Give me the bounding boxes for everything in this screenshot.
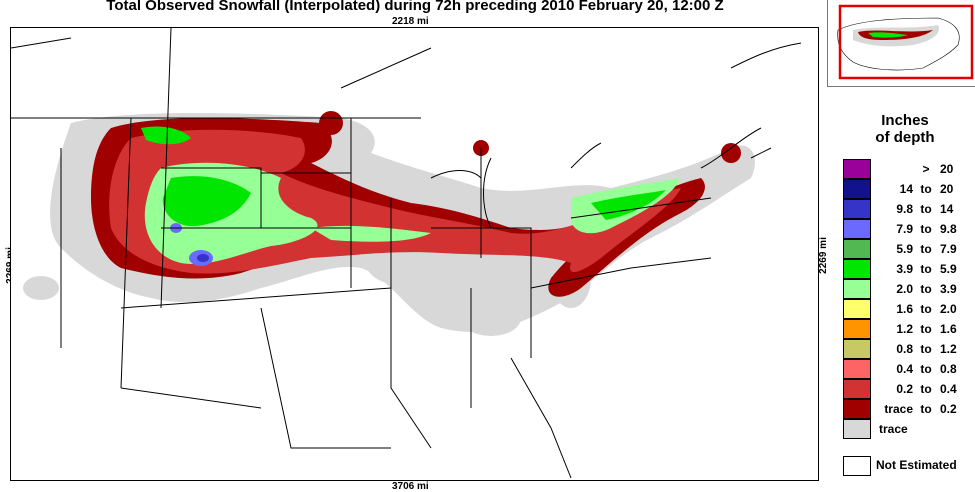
legend-item: 7.9 to 9.8: [843, 219, 973, 239]
snowfall-map-graphic: [11, 28, 802, 479]
legend-to-label: to: [920, 202, 932, 216]
legend-item: 2.0 to 3.9: [843, 279, 973, 299]
legend-to-label: to: [920, 282, 932, 296]
legend-hi-label: 2.0: [940, 302, 957, 316]
legend-to-label: to: [920, 362, 932, 376]
not-estimated-label: Not Estimated: [876, 458, 957, 472]
right-dimension-label: 2269 mi: [817, 237, 829, 274]
legend-lo-label: 1.2: [896, 322, 913, 336]
legend-to-label: to: [920, 322, 932, 336]
legend-hi-label: 9.8: [940, 222, 957, 236]
legend-to-label: to: [920, 182, 932, 196]
legend-title-line1: Inches: [881, 112, 929, 129]
legend-lo-label: trace: [884, 402, 913, 416]
legend-item: 1.6 to 2.0: [843, 299, 973, 319]
legend-title-line2: of depth: [875, 129, 935, 146]
legend-item: 1.2 to 1.6: [843, 319, 973, 339]
legend-hi-label: 3.9: [940, 282, 957, 296]
legend-lo-label: 5.9: [896, 242, 913, 256]
legend-item: trace: [843, 419, 973, 439]
snowfall-map: [10, 27, 819, 481]
inset-highlight-rect: [838, 4, 974, 80]
legend-item: 9.8 to 14: [843, 199, 973, 219]
legend-item: 14 to 20: [843, 179, 973, 199]
legend-lo-label: trace: [879, 422, 908, 436]
legend-to-label: to: [920, 262, 932, 276]
legend-hi-label: 5.9: [940, 262, 957, 276]
legend-swatch: [843, 259, 871, 279]
legend-lo-label: 2.0: [896, 282, 913, 296]
legend-swatch: [843, 159, 871, 179]
legend-lo-label: 0.8: [896, 342, 913, 356]
overview-inset-map: [827, 0, 975, 87]
legend-item: 0.8 to 1.2: [843, 339, 973, 359]
legend-hi-label: 20: [940, 182, 954, 196]
legend-title: Inches of depth: [845, 112, 965, 146]
legend-lo-label: 0.2: [896, 382, 913, 396]
legend-swatch: [843, 279, 871, 299]
legend-hi-label: 0.2: [940, 402, 957, 416]
legend-hi-label: 7.9: [940, 242, 957, 256]
legend-to-label: >: [922, 162, 930, 176]
legend-hi-label: 1.2: [940, 342, 957, 356]
legend-to-label: to: [920, 342, 932, 356]
legend-swatch: [843, 339, 871, 359]
legend-item: 0.4 to 0.8: [843, 359, 973, 379]
legend-item: 5.9 to 7.9: [843, 239, 973, 259]
not-estimated-swatch: [843, 456, 871, 476]
legend-swatch: [843, 319, 871, 339]
top-dimension-label: 2218 mi: [392, 16, 429, 27]
legend-lo-label: 3.9: [896, 262, 913, 276]
bottom-dimension-label: 3706 mi: [392, 481, 429, 492]
map-title: Total Observed Snowfall (Interpolated) d…: [106, 0, 724, 14]
legend-to-label: to: [920, 302, 932, 316]
legend-to-label: to: [920, 222, 932, 236]
legend-swatch: [843, 359, 871, 379]
legend-hi-label: 0.4: [940, 382, 957, 396]
legend-item: 0.2 to 0.4: [843, 379, 973, 399]
legend-hi-label: 20: [940, 162, 954, 176]
legend-hi-label: 14: [940, 202, 954, 216]
boundaries: [11, 28, 802, 479]
legend-swatch: [843, 299, 871, 319]
legend-lo-label: 9.8: [896, 202, 913, 216]
not-estimated-row: [843, 456, 973, 476]
legend-swatch: [843, 239, 871, 259]
legend-swatch: [843, 199, 871, 219]
9-8-to-14-area: [197, 254, 209, 262]
legend-hi-label: 0.8: [940, 362, 957, 376]
legend-swatch: [843, 399, 871, 419]
legend-hi-label: 1.6: [940, 322, 957, 336]
legend-item: >20: [843, 159, 973, 179]
legend-item: trace to 0.2: [843, 399, 973, 419]
legend-swatch: [843, 419, 871, 439]
legend-swatch: [843, 179, 871, 199]
legend-swatch: [843, 219, 871, 239]
legend-lo-label: 7.9: [896, 222, 913, 236]
inset-graphic: [837, 4, 974, 80]
legend-to-label: to: [920, 242, 932, 256]
legend-item: 3.9 to 5.9: [843, 259, 973, 279]
legend-to-label: to: [920, 382, 932, 396]
legend-lo-label: 1.6: [896, 302, 913, 316]
legend-lo-label: 14: [899, 182, 913, 196]
legend-lo-label: 0.4: [896, 362, 913, 376]
legend-to-label: to: [920, 402, 932, 416]
legend-swatch: [843, 379, 871, 399]
